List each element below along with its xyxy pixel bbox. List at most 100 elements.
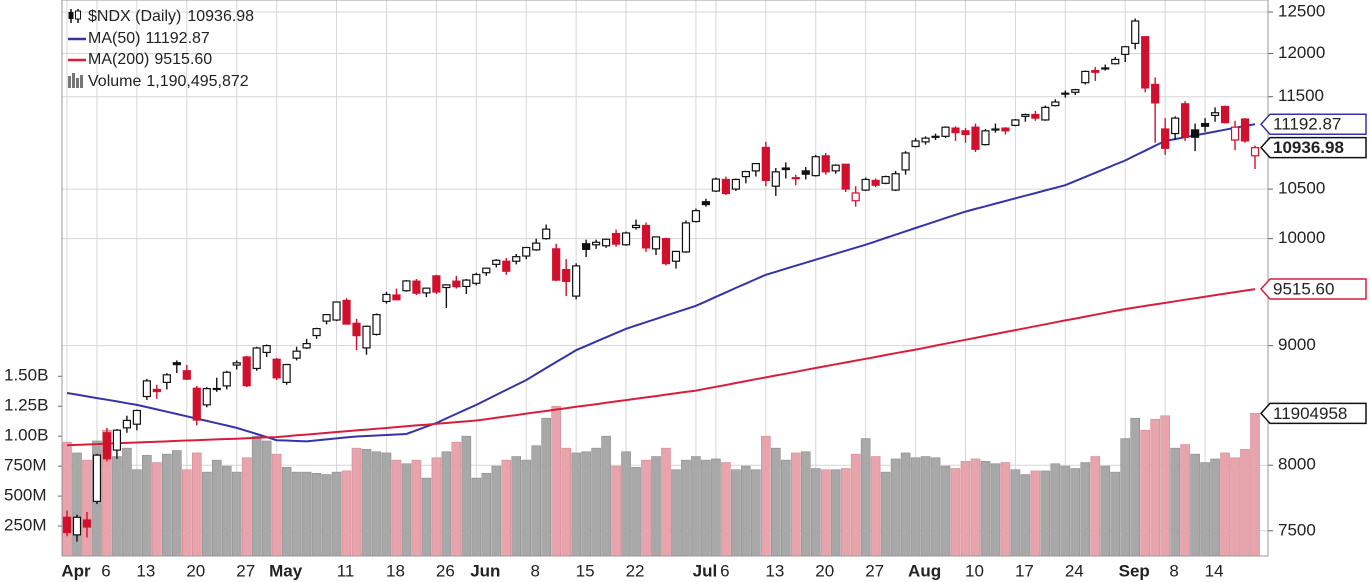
volume-bar xyxy=(631,467,641,557)
candle-body xyxy=(242,356,251,387)
volume-bar xyxy=(940,465,951,557)
candle-body xyxy=(462,279,471,288)
volume-bar xyxy=(1200,462,1210,557)
candle-body xyxy=(821,155,830,173)
volume-bar xyxy=(231,471,242,557)
candle-body xyxy=(182,370,191,380)
candle-body xyxy=(172,362,181,366)
volume-bar xyxy=(641,459,651,557)
candle-body xyxy=(292,350,301,359)
candle-body xyxy=(542,228,551,240)
candle-body xyxy=(951,127,960,134)
volume-bar xyxy=(1190,453,1200,557)
legend-volume-icon xyxy=(68,73,83,88)
candle-body xyxy=(92,454,102,503)
volume-bar xyxy=(1040,470,1051,557)
candle-body xyxy=(1081,70,1090,84)
volume-bar xyxy=(990,463,1001,557)
volume-bar xyxy=(481,473,492,557)
volume-bar xyxy=(591,447,601,557)
volume-bar xyxy=(671,469,681,557)
volume-bar xyxy=(920,456,931,557)
candle-body xyxy=(442,284,451,289)
volume-bar xyxy=(491,465,502,557)
candle-body xyxy=(1011,119,1020,126)
volume-bar xyxy=(431,457,442,557)
volume-bar xyxy=(471,477,482,557)
volume-bar xyxy=(780,459,791,557)
candle-body xyxy=(1131,20,1140,44)
candle-body xyxy=(212,387,221,391)
volume-bar xyxy=(1240,449,1250,557)
volume-bar xyxy=(930,457,941,557)
candle-body xyxy=(162,374,171,383)
y2-tick-label: 250M xyxy=(4,516,47,535)
x-tick-label: 20 xyxy=(186,561,205,580)
ma-line xyxy=(66,288,1256,447)
volume-bar xyxy=(132,469,142,557)
candle-body xyxy=(1021,113,1030,117)
candle-body xyxy=(142,380,151,398)
x-tick-label: Sep xyxy=(1119,561,1150,580)
candle-body xyxy=(232,362,241,366)
volume-bar xyxy=(331,471,342,557)
volume-bar xyxy=(211,459,222,557)
y-tick-label: 10500 xyxy=(1278,179,1325,198)
x-tick-label: 6 xyxy=(101,561,110,580)
candle-body xyxy=(1191,129,1200,138)
x-tick-label: 20 xyxy=(815,561,834,580)
x-tick-label: 6 xyxy=(720,561,729,580)
candle-body xyxy=(651,236,661,250)
candle-body xyxy=(282,363,291,383)
volume-bar xyxy=(271,453,282,557)
volume-bar xyxy=(1130,417,1141,557)
x-tick-label: May xyxy=(269,561,303,580)
plot-frame xyxy=(61,0,1269,557)
y2-tick-label: 1.50B xyxy=(4,366,48,385)
candle-body xyxy=(1240,118,1250,142)
legend-value: 11192.87 xyxy=(145,30,209,47)
value-box-shape xyxy=(1259,402,1367,425)
volume-bar xyxy=(701,459,711,557)
x-tick-label: Apr xyxy=(61,561,91,580)
y-tick-label: 12000 xyxy=(1278,43,1325,62)
volume-bar xyxy=(501,459,512,557)
x-tick-label: 14 xyxy=(1205,561,1224,580)
candle-body xyxy=(1041,106,1050,121)
candle-body xyxy=(711,178,721,192)
candle-body xyxy=(631,224,641,229)
y-tick-label: 8000 xyxy=(1278,455,1316,474)
volume-bar xyxy=(840,468,851,557)
legend-volume-value: 1,190,495,872 xyxy=(146,73,248,90)
x-tick-label: Jul xyxy=(693,561,718,580)
candle-body xyxy=(72,516,82,536)
candle-body xyxy=(1141,36,1150,89)
candle-body xyxy=(1061,92,1070,95)
candle-body xyxy=(961,130,970,136)
x-tick-label: 24 xyxy=(1065,561,1084,580)
volume-bar xyxy=(900,452,911,557)
candle-body xyxy=(1151,83,1160,104)
candle-body xyxy=(522,246,531,257)
volume-bar xyxy=(551,405,561,557)
volume-bar xyxy=(1220,452,1230,557)
candle-body xyxy=(202,388,211,406)
candle-body xyxy=(402,280,411,292)
y-tick-label: 10000 xyxy=(1278,228,1325,247)
volume-bar xyxy=(341,470,352,557)
candle-body xyxy=(352,322,361,337)
candle-body xyxy=(122,419,131,429)
candle-body xyxy=(741,170,750,178)
volume-bar xyxy=(950,468,961,557)
volume-bar xyxy=(1120,438,1131,557)
volume-bar xyxy=(1060,465,1071,557)
x-tick-label: 18 xyxy=(386,561,405,580)
volume-bar xyxy=(311,473,322,557)
candle-body xyxy=(1210,112,1220,117)
candle-body xyxy=(831,164,840,172)
candle-body xyxy=(1001,127,1010,132)
candle-body xyxy=(502,260,511,272)
candle-body xyxy=(102,432,112,460)
volume-bar xyxy=(301,471,312,557)
